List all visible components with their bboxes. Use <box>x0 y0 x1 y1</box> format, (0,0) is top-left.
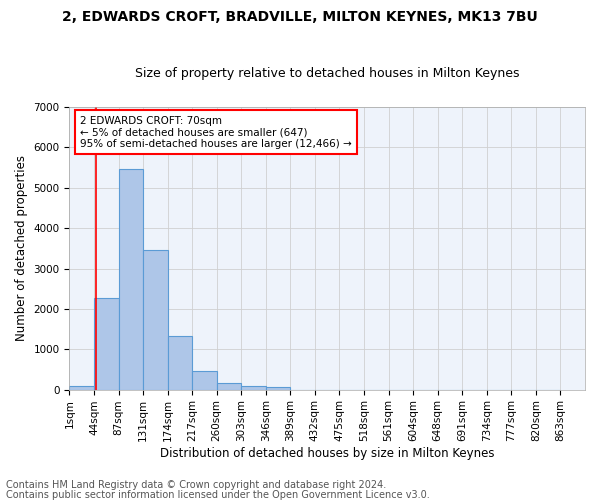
Bar <box>119 169 143 390</box>
Text: Contains public sector information licensed under the Open Government Licence v3: Contains public sector information licen… <box>6 490 430 500</box>
Text: Contains HM Land Registry data © Crown copyright and database right 2024.: Contains HM Land Registry data © Crown c… <box>6 480 386 490</box>
Y-axis label: Number of detached properties: Number of detached properties <box>15 156 28 342</box>
Bar <box>167 336 192 390</box>
X-axis label: Distribution of detached houses by size in Milton Keynes: Distribution of detached houses by size … <box>160 447 494 460</box>
Title: Size of property relative to detached houses in Milton Keynes: Size of property relative to detached ho… <box>135 66 520 80</box>
Bar <box>143 250 167 390</box>
Bar <box>217 383 241 390</box>
Bar <box>70 386 94 390</box>
Bar <box>192 370 217 390</box>
Bar <box>94 298 119 390</box>
Bar <box>241 386 266 390</box>
Bar <box>266 387 290 390</box>
Text: 2, EDWARDS CROFT, BRADVILLE, MILTON KEYNES, MK13 7BU: 2, EDWARDS CROFT, BRADVILLE, MILTON KEYN… <box>62 10 538 24</box>
Text: 2 EDWARDS CROFT: 70sqm
← 5% of detached houses are smaller (647)
95% of semi-det: 2 EDWARDS CROFT: 70sqm ← 5% of detached … <box>80 116 352 148</box>
